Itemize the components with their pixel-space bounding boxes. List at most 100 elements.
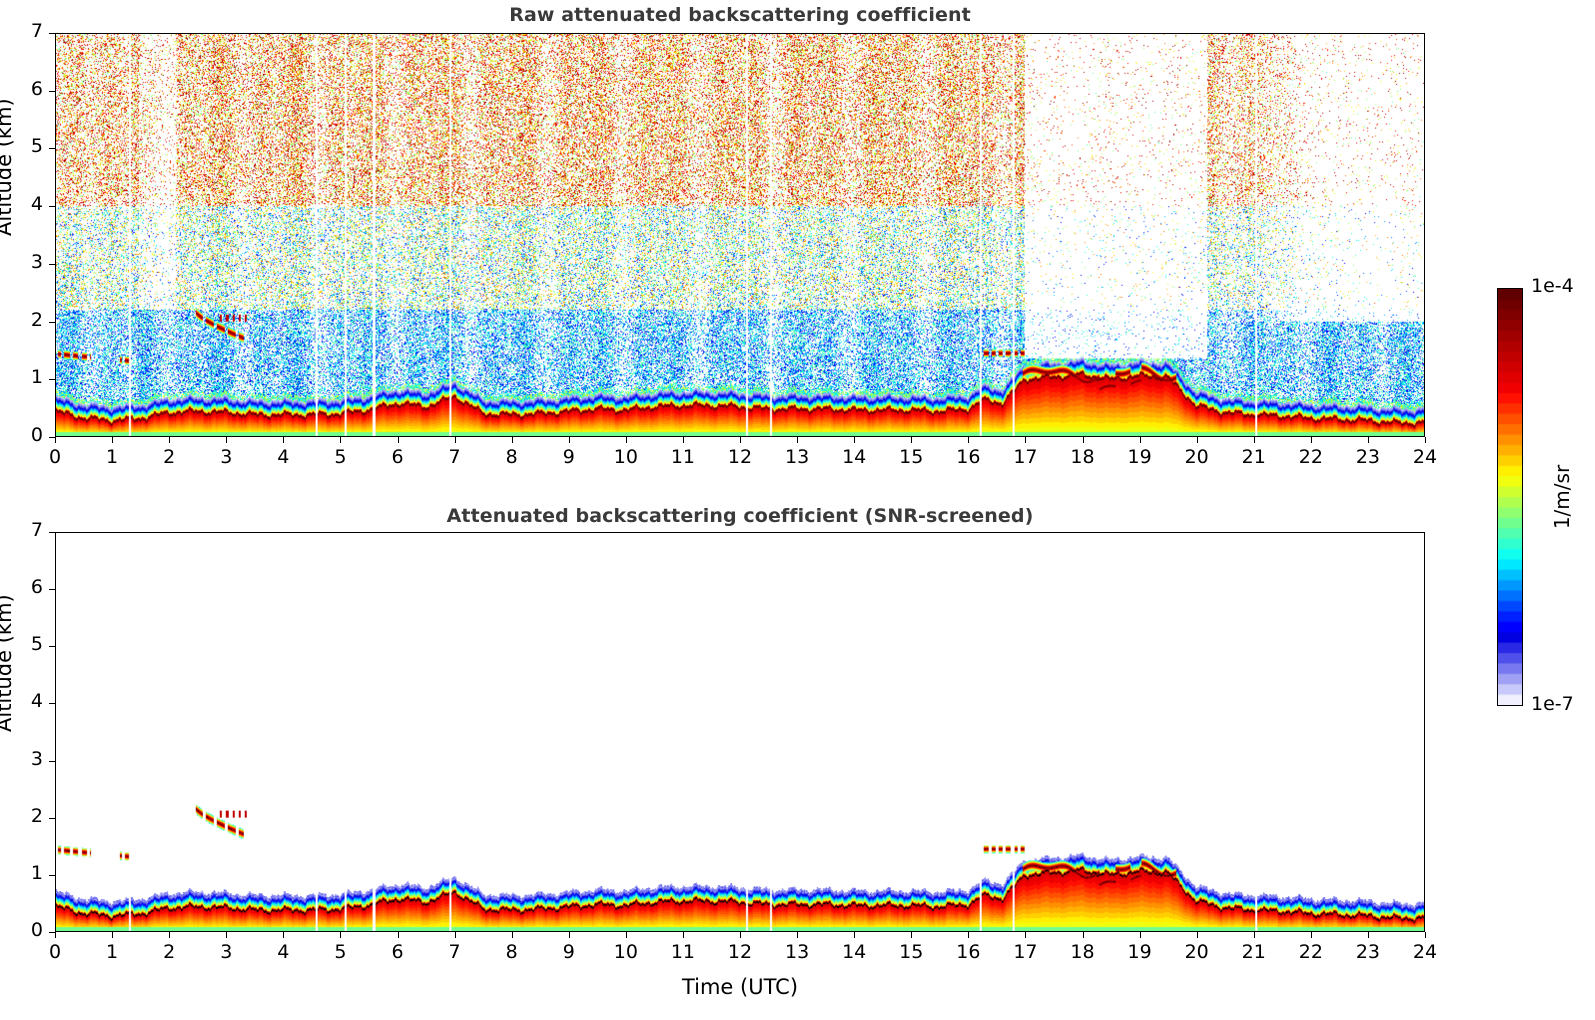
y-tick-label: 1 — [30, 861, 43, 884]
colorbar: 1e-4 1e-7 — [1497, 275, 1574, 715]
y-tick-label: 4 — [30, 193, 43, 216]
x-tick-label: 5 — [334, 446, 347, 468]
x-tick-label: 21 — [1241, 941, 1266, 963]
x-tick-label: 9 — [562, 941, 575, 963]
x-tick-label: 4 — [277, 446, 290, 468]
x-tick-label: 24 — [1412, 941, 1438, 963]
x-tick-label: 2 — [163, 446, 176, 468]
x-tick-label: 23 — [1355, 941, 1380, 963]
x-tick-label: 6 — [391, 941, 404, 963]
x-tick — [1367, 437, 1369, 443]
x-tick-label: 19 — [1127, 941, 1152, 963]
x-tick-label: 8 — [505, 941, 518, 963]
y-tick — [49, 206, 55, 208]
panel-title-raw: Raw attenuated backscattering coefficien… — [509, 4, 971, 26]
x-tick — [1196, 932, 1198, 938]
y-tick — [49, 760, 55, 762]
y-tick — [49, 532, 55, 533]
x-tick — [55, 437, 56, 443]
x-tick-label: 19 — [1127, 446, 1152, 468]
x-tick-label: 18 — [1070, 446, 1095, 468]
colorbar-min-label: 1e-7 — [1531, 693, 1574, 715]
x-tick — [112, 932, 114, 938]
y-tick-label: 0 — [30, 919, 43, 941]
y-tick — [49, 263, 55, 265]
x-tick-label: 4 — [277, 941, 290, 963]
y-tick — [49, 589, 55, 591]
x-tick-label: 11 — [670, 941, 695, 963]
x-tick — [112, 437, 114, 443]
y-tick — [49, 379, 55, 381]
x-tick — [911, 437, 913, 443]
x-tick — [968, 932, 970, 938]
y-tick — [49, 817, 55, 819]
x-tick — [340, 932, 342, 938]
x-tick-label: 15 — [899, 446, 924, 468]
x-tick-label: 22 — [1298, 446, 1323, 468]
x-tick-label: 15 — [899, 941, 924, 963]
x-tick-label: 7 — [448, 941, 461, 963]
y-tick-label: 3 — [30, 250, 43, 273]
x-tick — [625, 932, 627, 938]
x-tick — [226, 437, 228, 443]
panel-title-screened: Attenuated backscattering coefficient (S… — [446, 505, 1034, 527]
x-tick-label: 14 — [842, 446, 867, 468]
x-tick-label: 13 — [784, 446, 810, 468]
x-tick — [1025, 437, 1027, 443]
x-tick — [625, 437, 627, 443]
colorbar-gradient — [1497, 288, 1523, 706]
x-tick — [511, 437, 513, 443]
x-tick — [682, 932, 684, 938]
x-tick-label: 23 — [1355, 446, 1380, 468]
y-tick-label: 7 — [30, 20, 43, 42]
x-tick — [568, 932, 570, 938]
x-tick — [1367, 932, 1369, 938]
x-tick-label: 24 — [1412, 446, 1438, 468]
x-tick — [283, 932, 285, 938]
x-tick-label: 1 — [106, 446, 119, 468]
x-tick — [1025, 932, 1027, 938]
x-tick-label: 21 — [1241, 446, 1266, 468]
x-axis-label: Time (UTC) — [681, 975, 799, 999]
x-tick — [1253, 437, 1255, 443]
x-tick — [1082, 932, 1084, 938]
x-tick-label: 9 — [562, 446, 575, 468]
x-tick-label: 17 — [1013, 941, 1038, 963]
y-tick-label: 2 — [30, 308, 43, 331]
x-tick — [169, 437, 171, 443]
x-tick — [454, 932, 456, 938]
y-tick-label: 4 — [30, 690, 43, 713]
y-tick — [49, 148, 55, 150]
x-tick — [1425, 437, 1426, 443]
x-tick — [397, 932, 399, 938]
x-tick-label: 10 — [613, 941, 638, 963]
x-tick — [1310, 932, 1312, 938]
x-tick — [55, 932, 56, 938]
x-tick-label: 16 — [956, 446, 981, 468]
x-tick — [740, 932, 741, 938]
x-tick — [797, 437, 799, 443]
x-tick-label: 7 — [448, 446, 461, 468]
y-tick — [49, 321, 55, 323]
x-tick — [968, 437, 970, 443]
x-tick-label: 3 — [220, 941, 233, 963]
x-tick — [854, 932, 856, 938]
x-tick — [568, 437, 570, 443]
x-tick — [226, 932, 228, 938]
y-tick-label: 7 — [30, 519, 43, 541]
y-tick-label: 6 — [30, 77, 43, 100]
colorbar-max-label: 1e-4 — [1531, 275, 1574, 297]
x-tick-label: 14 — [842, 941, 867, 963]
x-tick-label: 1 — [106, 941, 119, 963]
x-tick-label: 18 — [1070, 941, 1095, 963]
x-tick-label: 13 — [784, 941, 810, 963]
x-tick — [283, 437, 285, 443]
x-tick — [1139, 932, 1141, 938]
x-tick-label: 12 — [727, 941, 753, 963]
x-tick-label: 2 — [163, 941, 176, 963]
colorbar-unit-label: 1/m/sr — [1550, 464, 1574, 530]
x-tick — [1082, 437, 1084, 443]
x-tick — [454, 437, 456, 443]
x-tick-label: 20 — [1184, 941, 1209, 963]
x-tick-label: 0 — [48, 446, 62, 468]
